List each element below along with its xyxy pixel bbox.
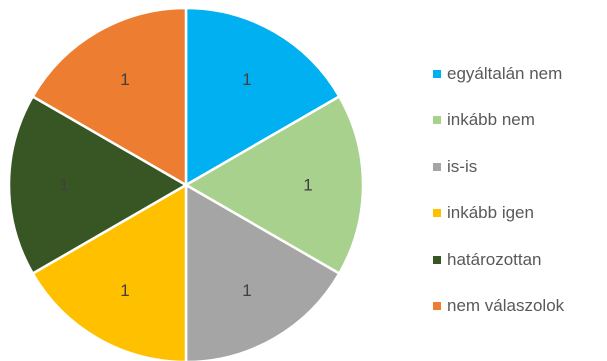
pie-slice-nem-valaszolok bbox=[31, 6, 188, 187]
pie-slice-is-is bbox=[184, 183, 341, 361]
data-label-is-is: 1 bbox=[242, 281, 251, 300]
legend-swatch bbox=[433, 116, 441, 125]
legend-label: határozottan bbox=[447, 249, 542, 269]
pie-slice-inkabb-igen bbox=[31, 183, 188, 361]
legend-label: is-is bbox=[447, 156, 478, 176]
legend-item-is-is: is-is bbox=[433, 155, 564, 178]
legend-label: egyáltalán nem bbox=[447, 63, 563, 83]
legend-item-nem-valaszolok: nem válaszolok bbox=[433, 295, 564, 318]
legend-item-egyaltalan-nem: egyáltalán nem bbox=[433, 62, 564, 85]
data-label-inkabb-nem: 1 bbox=[303, 176, 312, 195]
legend-swatch bbox=[433, 69, 441, 78]
data-label-inkabb-igen: 1 bbox=[120, 281, 129, 300]
data-label-hatarozottan: 1 bbox=[59, 176, 68, 195]
chart-legend: egyáltalán nem inkább nem is-is inkább igen… bbox=[433, 62, 564, 342]
pie-slice-egyaltalan-nem bbox=[184, 6, 341, 187]
legend-label: inkább nem bbox=[447, 110, 535, 130]
pie-slice-inkabb-nem bbox=[184, 95, 365, 275]
legend-swatch bbox=[433, 209, 441, 218]
data-label-nem-valaszolok: 1 bbox=[120, 70, 129, 89]
legend-item-inkabb-igen: inkább igen bbox=[433, 202, 564, 225]
legend-swatch bbox=[433, 255, 441, 264]
legend-label: nem válaszolok bbox=[447, 296, 565, 316]
data-label-egyaltalan-nem: 1 bbox=[242, 70, 251, 89]
legend-item-hatarozottan: határozottan bbox=[433, 248, 564, 271]
legend-swatch bbox=[433, 162, 441, 171]
legend-swatch bbox=[433, 302, 441, 311]
legend-item-inkabb-nem: inkább nem bbox=[433, 109, 564, 132]
pie-slice-hatarozottan bbox=[7, 95, 188, 275]
legend-label: inkább igen bbox=[447, 203, 534, 223]
